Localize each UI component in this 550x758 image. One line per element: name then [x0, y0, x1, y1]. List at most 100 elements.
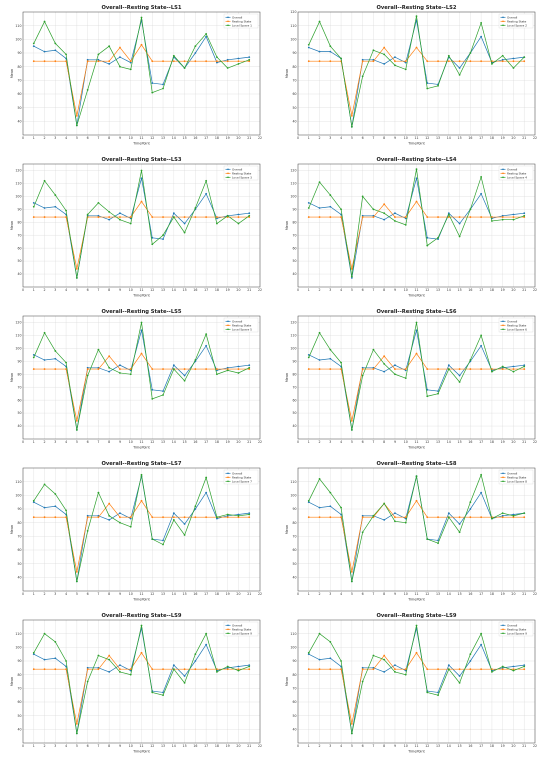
- data-point: [248, 364, 251, 367]
- x-tick-label: 19: [226, 440, 230, 444]
- data-point: [307, 651, 310, 654]
- data-point: [350, 419, 353, 422]
- x-tick-label: 6: [87, 440, 89, 444]
- data-point: [237, 63, 240, 65]
- x-tick-label: 11: [139, 440, 143, 444]
- x-tick-label: 21: [247, 440, 251, 444]
- data-point: [501, 514, 504, 517]
- data-point: [216, 60, 218, 63]
- x-tick-label: 6: [362, 288, 364, 292]
- data-point: [415, 168, 418, 171]
- y-tick-label: 60: [292, 398, 296, 402]
- data-point: [151, 397, 154, 400]
- x-tick-label: 14: [447, 440, 451, 444]
- x-tick-label: 18: [215, 744, 219, 748]
- y-tick-label: 70: [17, 686, 21, 690]
- data-point: [372, 216, 375, 218]
- data-point: [151, 60, 154, 63]
- data-point: [32, 356, 35, 359]
- data-point: [151, 668, 154, 671]
- data-point: [361, 216, 364, 218]
- x-tick-label: 19: [501, 744, 505, 748]
- data-point: [140, 169, 143, 172]
- x-tick-label: 9: [119, 744, 121, 748]
- data-point: [162, 694, 164, 697]
- y-tick-label: 90: [17, 359, 21, 363]
- data-point: [151, 691, 154, 694]
- legend-entry: Resting State: [507, 475, 527, 479]
- x-tick-label: 17: [479, 592, 483, 596]
- data-point: [480, 473, 483, 476]
- data-point: [307, 499, 310, 502]
- data-point: [501, 365, 504, 368]
- data-point: [183, 374, 186, 377]
- y-tick-label: 120: [15, 169, 21, 173]
- x-tick-label: 0: [297, 440, 299, 444]
- data-point: [404, 61, 407, 64]
- data-point: [216, 517, 218, 520]
- x-tick-label: 0: [22, 592, 24, 596]
- chart-title: Overall--Resting State--LS3: [102, 157, 182, 163]
- legend-marker: [227, 476, 229, 479]
- data-point: [361, 374, 364, 377]
- data-point: [183, 216, 186, 218]
- data-point: [318, 506, 321, 509]
- x-tick-label: 17: [204, 744, 208, 748]
- data-point: [458, 531, 461, 534]
- data-point: [415, 321, 418, 324]
- data-point: [383, 355, 386, 358]
- x-tick-label: 9: [394, 592, 396, 596]
- data-point: [75, 124, 78, 127]
- data-point: [340, 57, 342, 60]
- y-axis-label: Mean: [285, 525, 289, 534]
- x-tick-label: 12: [425, 744, 429, 748]
- data-point: [523, 668, 526, 671]
- legend-marker: [502, 172, 504, 175]
- x-tick-label: 11: [414, 744, 418, 748]
- x-tick-label: 12: [150, 592, 154, 596]
- y-tick-label: 80: [17, 220, 21, 224]
- y-tick-label: 100: [290, 493, 296, 497]
- x-tick-label: 12: [150, 136, 154, 140]
- data-point: [129, 525, 132, 528]
- data-point: [437, 668, 439, 671]
- data-point: [458, 235, 461, 238]
- data-point: [205, 643, 208, 646]
- x-tick-label: 10: [404, 592, 408, 596]
- data-point: [162, 238, 164, 240]
- data-point: [404, 377, 407, 380]
- x-tick-label: 9: [119, 288, 121, 292]
- x-tick-label: 19: [226, 592, 230, 596]
- data-point: [205, 632, 208, 635]
- data-point: [97, 216, 100, 218]
- data-point: [318, 60, 321, 63]
- x-tick-label: 5: [76, 744, 78, 748]
- data-point: [480, 632, 483, 635]
- y-tick-label: 40: [17, 119, 21, 123]
- x-tick-label: 9: [394, 136, 396, 140]
- data-point: [43, 359, 46, 361]
- data-point: [32, 668, 35, 671]
- data-point: [523, 512, 526, 514]
- data-point: [237, 669, 240, 672]
- data-point: [350, 114, 353, 117]
- data-point: [329, 45, 332, 48]
- x-tick-label: 22: [258, 440, 262, 444]
- x-tick-label: 20: [236, 440, 240, 444]
- x-tick-label: 19: [226, 136, 230, 140]
- x-tick-label: 13: [161, 592, 165, 596]
- data-point: [226, 216, 229, 218]
- data-point: [97, 60, 100, 63]
- y-axis-label: Mean: [10, 373, 14, 382]
- x-tick-label: 7: [97, 592, 99, 596]
- x-tick-label: 6: [87, 744, 89, 748]
- data-point: [194, 516, 197, 519]
- data-point: [340, 368, 342, 370]
- data-point: [523, 665, 526, 668]
- x-tick-label: 10: [404, 288, 408, 292]
- data-point: [437, 390, 439, 392]
- x-tick-label: 8: [383, 136, 385, 140]
- y-tick-label: 110: [290, 480, 296, 484]
